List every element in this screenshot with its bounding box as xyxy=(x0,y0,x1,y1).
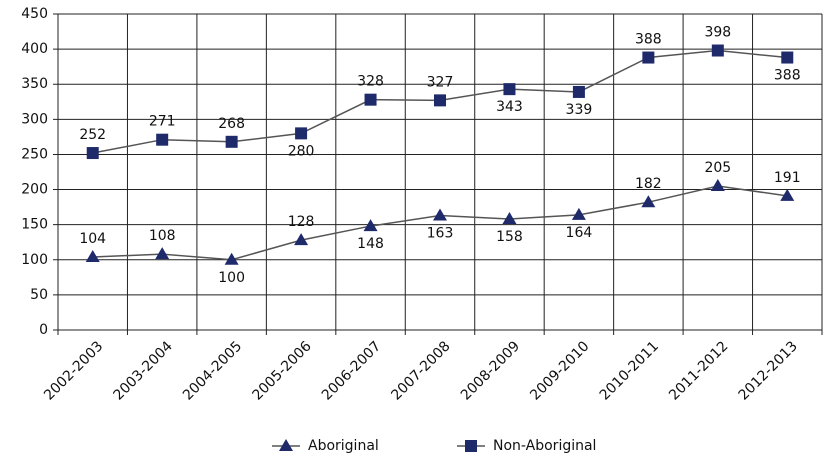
x-tick-label: 2007-2008 xyxy=(388,338,453,403)
y-tick-label: 450 xyxy=(21,6,48,22)
x-tick-label: 2005-2006 xyxy=(249,338,314,403)
x-tick-label: 2002-2003 xyxy=(41,338,106,403)
data-label: 104 xyxy=(79,231,106,247)
data-label: 339 xyxy=(566,102,593,118)
legend-marker xyxy=(279,439,293,451)
y-tick-label: 400 xyxy=(21,41,48,57)
x-tick-label: 2011-2012 xyxy=(666,338,731,403)
data-label: 108 xyxy=(149,228,176,244)
x-tick-label: 2008-2009 xyxy=(458,338,523,403)
y-tick-label: 350 xyxy=(21,76,48,92)
data-label: 163 xyxy=(427,226,454,242)
data-point xyxy=(155,247,170,260)
x-tick-label: 2012-2013 xyxy=(736,338,801,403)
data-label: 268 xyxy=(218,116,245,132)
y-tick-label: 100 xyxy=(21,252,48,268)
data-point xyxy=(572,85,585,98)
data-point xyxy=(711,44,724,57)
y-tick-label: 0 xyxy=(39,322,48,338)
data-label: 158 xyxy=(496,229,523,245)
data-point xyxy=(433,208,447,221)
y-tick-label: 150 xyxy=(21,217,48,233)
data-point xyxy=(156,133,169,146)
data-point xyxy=(642,51,655,64)
data-label: 164 xyxy=(566,225,593,241)
data-point xyxy=(363,219,378,232)
legend-label: Aboriginal xyxy=(308,438,379,454)
y-tick-label: 250 xyxy=(21,146,48,162)
y-tick-label: 300 xyxy=(21,111,48,127)
data-point xyxy=(295,127,308,140)
data-label: 327 xyxy=(427,74,454,90)
data-label: 280 xyxy=(288,143,315,159)
data-label: 398 xyxy=(704,25,731,41)
x-tick-label: 2004-2005 xyxy=(180,338,245,403)
data-label: 148 xyxy=(357,236,384,252)
data-label: 388 xyxy=(774,68,801,84)
data-point xyxy=(225,135,238,148)
data-label: 100 xyxy=(218,270,245,286)
data-point xyxy=(502,212,517,225)
data-label: 128 xyxy=(288,214,315,230)
data-label: 252 xyxy=(79,127,106,143)
x-tick-label: 2009-2010 xyxy=(527,338,592,403)
data-point xyxy=(224,252,239,265)
legend-label: Non-Aboriginal xyxy=(493,438,596,454)
data-point xyxy=(641,195,656,208)
data-label: 182 xyxy=(635,176,662,192)
data-point xyxy=(85,249,100,262)
data-point xyxy=(571,207,586,220)
legend-marker xyxy=(465,440,477,452)
data-point xyxy=(364,93,377,106)
data-label: 328 xyxy=(357,74,384,90)
data-point xyxy=(780,188,795,201)
x-tick-label: 2010-2011 xyxy=(597,338,662,403)
data-point xyxy=(710,179,725,192)
data-point xyxy=(503,83,516,96)
y-tick-label: 200 xyxy=(21,182,48,198)
y-tick-label: 50 xyxy=(30,287,48,303)
data-label: 191 xyxy=(774,170,801,186)
data-label: 205 xyxy=(704,160,731,176)
x-tick-label: 2006-2007 xyxy=(319,338,384,403)
data-point xyxy=(434,94,446,107)
data-label: 343 xyxy=(496,99,523,115)
data-label: 271 xyxy=(149,114,176,130)
data-point xyxy=(781,51,794,64)
data-label: 388 xyxy=(635,32,662,48)
x-tick-label: 2003-2004 xyxy=(111,338,176,403)
data-point xyxy=(294,233,309,246)
data-point xyxy=(86,147,99,160)
